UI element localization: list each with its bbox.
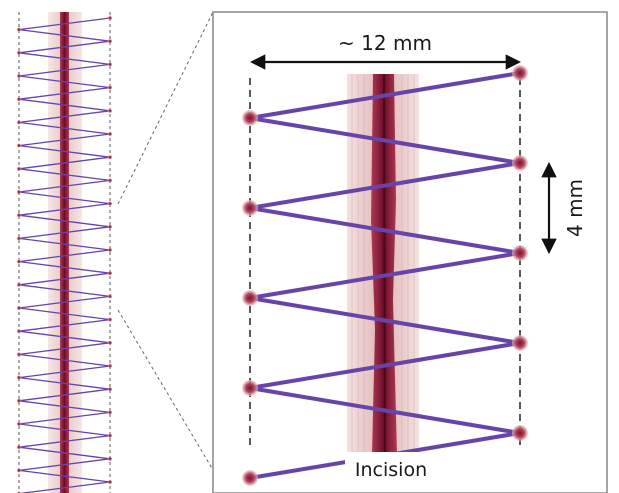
suture-knot — [16, 259, 22, 264]
suture-knot — [242, 290, 258, 306]
suture-knot — [16, 189, 22, 195]
suture-segment — [248, 71, 522, 480]
suture-knot — [16, 73, 22, 79]
suture-knot — [107, 271, 113, 276]
suture-knot — [107, 294, 113, 299]
incision-label-bg — [345, 452, 435, 482]
zoom-suture-thread — [248, 71, 522, 480]
suture-knot — [16, 282, 22, 287]
suture-knot — [16, 468, 22, 473]
suture-knot — [512, 425, 528, 441]
overview-knots — [16, 15, 113, 493]
suture-knot — [107, 479, 113, 485]
suture-knot — [512, 335, 528, 351]
zoom-panel: ~ 12 mm 4 mm Incision — [212, 11, 608, 493]
suture-knot — [242, 110, 258, 126]
suture-knot — [107, 62, 113, 67]
suture-knot — [16, 421, 22, 427]
suture-knot — [107, 363, 113, 369]
suture-knot — [16, 375, 22, 380]
suture-knot — [512, 155, 528, 171]
suture-knot — [107, 224, 113, 229]
suture-knot — [16, 445, 22, 450]
suture-knot — [16, 50, 22, 55]
suture-knot — [107, 387, 113, 392]
suture-knot — [107, 247, 113, 253]
suture-knot — [107, 155, 113, 160]
suture-knot — [107, 410, 113, 415]
suture-knot — [107, 178, 113, 183]
suture-knot — [16, 97, 22, 102]
zoom-connector-bottom — [117, 309, 214, 471]
suture-knot — [107, 131, 113, 137]
zoom-frame — [212, 11, 608, 493]
zoom-connector-top — [117, 11, 214, 205]
suture-knot — [512, 65, 528, 81]
suture-knot — [16, 143, 22, 148]
suture-knot — [107, 340, 113, 345]
suture-knot — [107, 317, 113, 322]
suture-knot — [107, 201, 113, 206]
suture-knot — [16, 236, 22, 241]
overview-incision — [60, 12, 69, 493]
suture-knot — [16, 27, 22, 32]
suture-knot — [512, 245, 528, 261]
overview-strip — [16, 12, 113, 493]
width-label: ~ 12 mm — [338, 31, 432, 55]
overview-suture-thread — [18, 17, 111, 493]
suture-knot — [16, 398, 22, 403]
suture-knot — [16, 305, 22, 311]
suture-knot — [107, 433, 113, 438]
suture-knot — [107, 108, 113, 114]
suture-knot — [107, 85, 113, 90]
zoom-incision-center — [383, 73, 386, 455]
suture-knot — [107, 456, 113, 461]
suture-segment — [18, 17, 111, 493]
suture-knot — [16, 213, 22, 218]
suture-knot — [16, 166, 22, 171]
spacing-label: 4 mm — [563, 179, 587, 237]
suture-knot — [107, 15, 113, 21]
incision-label: Incision — [355, 459, 427, 481]
suture-knot — [242, 380, 258, 396]
suture-knot — [242, 470, 258, 486]
suture-knot — [242, 200, 258, 216]
suture-knot — [16, 120, 22, 125]
suture-knot — [16, 329, 22, 334]
suture-knot — [107, 39, 113, 44]
suture-knot — [16, 352, 22, 357]
